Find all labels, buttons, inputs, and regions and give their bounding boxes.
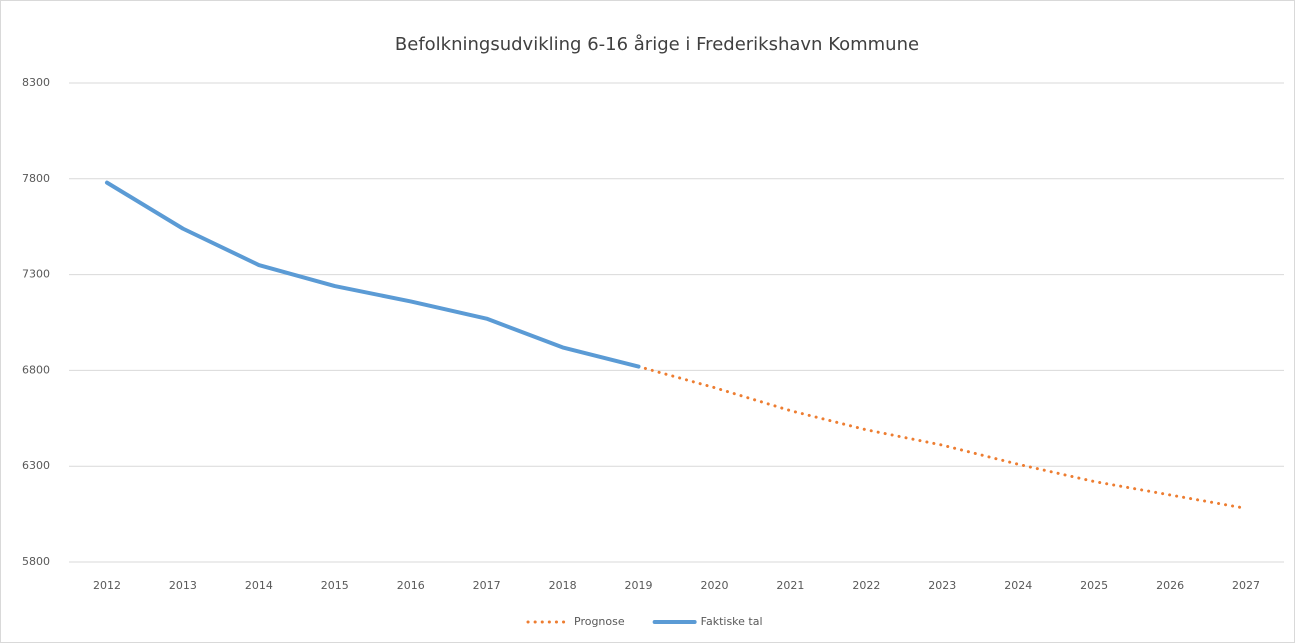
legend-label: Faktiske tal (701, 615, 763, 628)
x-tick-label: 2022 (852, 579, 880, 592)
x-tick-label: 2025 (1080, 579, 1108, 592)
x-tick-label: 2019 (625, 579, 653, 592)
y-tick-label: 7300 (22, 268, 50, 281)
x-tick-label: 2027 (1232, 579, 1260, 592)
y-tick-label: 6300 (22, 459, 50, 472)
y-tick-label: 8300 (22, 76, 50, 89)
y-tick-label: 5800 (22, 555, 50, 568)
legend-label: Prognose (574, 615, 625, 628)
series-line (637, 365, 1248, 510)
x-tick-label: 2015 (321, 579, 349, 592)
x-tick-label: 2012 (93, 579, 121, 592)
series-line (104, 180, 641, 369)
x-tick-label: 2020 (700, 579, 728, 592)
x-tick-label: 2023 (928, 579, 956, 592)
x-tick-label: 2018 (549, 579, 577, 592)
y-tick-label: 7800 (22, 172, 50, 185)
x-tick-label: 2026 (1156, 579, 1184, 592)
x-tick-label: 2024 (1004, 579, 1032, 592)
x-tick-label: 2014 (245, 579, 273, 592)
x-tick-label: 2021 (776, 579, 804, 592)
x-tick-label: 2017 (473, 579, 501, 592)
x-tick-label: 2013 (169, 579, 197, 592)
x-tick-label: 2016 (397, 579, 425, 592)
y-tick-label: 6800 (22, 363, 50, 376)
chart-title: Befolkningsudvikling 6-16 årige i Freder… (395, 34, 919, 55)
